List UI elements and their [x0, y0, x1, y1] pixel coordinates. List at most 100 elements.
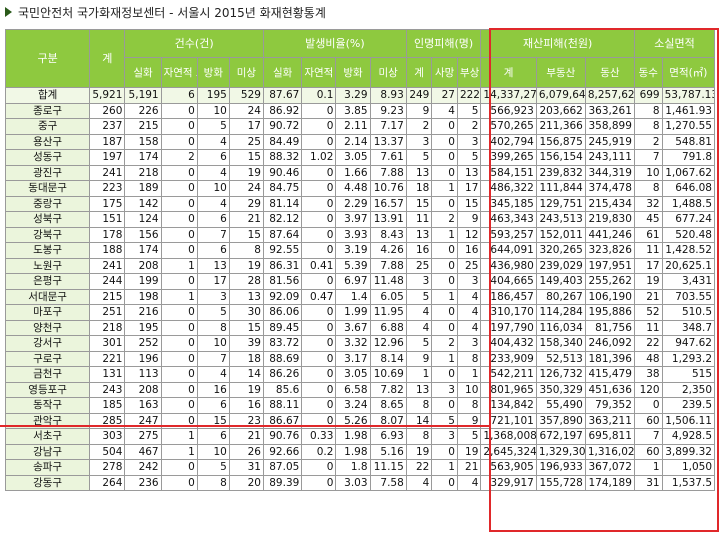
table-cell: 3.24	[335, 397, 371, 414]
table-cell: 3.19	[335, 242, 371, 259]
table-cell: 239,029	[535, 257, 586, 274]
table-cell: 8.65	[369, 397, 407, 414]
table-cell: 7.58	[369, 474, 407, 491]
table-cell: 252	[124, 335, 162, 352]
district-name: 용산구	[4, 133, 91, 150]
table-cell: 241	[89, 257, 126, 274]
table-cell: 2	[633, 133, 663, 150]
table-cell: 4	[196, 164, 230, 181]
table-cell: 134,842	[480, 397, 537, 414]
table-cell: 5	[405, 149, 433, 166]
table-cell: 1,329,303	[535, 443, 586, 460]
table-cell: 801,965	[480, 381, 537, 398]
table-cell: 1.98	[335, 428, 371, 445]
table-cell: 21	[456, 459, 482, 476]
table-cell: 11	[633, 319, 663, 336]
table-cell: 6	[160, 87, 198, 104]
table-cell: 45	[633, 211, 663, 228]
district-row: 서대문구 215 198 1 3 13 92.09 0.47 1.4 6.05 5 1 4 186,457…	[4, 288, 716, 305]
header-group-ratio: 발생비율(%)	[262, 29, 407, 58]
table-cell: 221	[89, 350, 126, 367]
table-cell: 1,488.5	[661, 195, 716, 212]
table-cell: 947.62	[661, 335, 716, 352]
table-cell: 0.1	[301, 87, 337, 104]
table-cell: 5,921	[89, 87, 126, 104]
table-cell: 223	[89, 180, 126, 197]
table-cell: 21	[633, 288, 663, 305]
table-cell: 2	[456, 118, 482, 135]
table-cell: 14	[405, 412, 433, 429]
table-cell: 195,886	[584, 304, 635, 321]
district-name: 중랑구	[4, 195, 91, 212]
district-name: 동대문구	[4, 180, 91, 197]
district-name: 서초구	[4, 428, 91, 445]
table-cell: 3	[405, 133, 433, 150]
table-cell: 721,101	[480, 412, 537, 429]
table-cell: 542,211	[480, 366, 537, 383]
table-cell: 81.56	[262, 273, 303, 290]
table-cell: 17	[456, 180, 482, 197]
table-cell: 520.48	[661, 226, 716, 243]
district-row: 금천구 131 113 0 4 14 86.26 0 3.05 10.69 1 0 1 542,211 12…	[4, 366, 716, 383]
district-row: 송파구 278 242 0 5 31 87.05 0 1.8 11.15 22 1 21 563,905 1…	[4, 459, 716, 476]
table-cell: 178	[89, 226, 126, 243]
table-cell: 4	[431, 102, 458, 119]
table-cell: 11.15	[369, 459, 407, 476]
table-cell: 363,211	[584, 412, 635, 429]
table-cell: 7.17	[369, 118, 407, 135]
table-cell: 8	[456, 397, 482, 414]
subheader-cell: 방화	[196, 57, 230, 88]
table-cell: 0	[431, 397, 458, 414]
table-cell: 3.05	[335, 366, 371, 383]
table-cell: 7.82	[369, 381, 407, 398]
table-cell: 10	[196, 180, 230, 197]
table-cell: 85.6	[262, 381, 303, 398]
table-cell: 26	[228, 443, 264, 460]
table-cell: 87.67	[262, 87, 303, 104]
subheader-cell: 미상	[228, 57, 264, 88]
table-cell: 0	[301, 397, 337, 414]
table-cell: 5,191	[124, 87, 162, 104]
table-cell: 2,350	[661, 381, 716, 398]
table-cell: 563,905	[480, 459, 537, 476]
table-cell: 88.11	[262, 397, 303, 414]
table-cell: 6.93	[369, 428, 407, 445]
table-cell: 19	[633, 273, 663, 290]
table-cell: 247	[124, 412, 162, 429]
table-cell: 124	[124, 211, 162, 228]
table-cell: 242	[124, 459, 162, 476]
table-cell: 13	[405, 381, 433, 398]
header-group-count: 건수(건)	[124, 29, 264, 58]
table-cell: 570,265	[480, 118, 537, 135]
table-cell: 21	[228, 428, 264, 445]
table-cell: 30	[228, 304, 264, 321]
district-name: 동작구	[4, 397, 91, 414]
table-cell: 399,265	[480, 149, 537, 166]
table-cell: 0	[301, 164, 337, 181]
table-cell: 255,262	[584, 273, 635, 290]
subheader-cell: 실화	[124, 57, 162, 88]
table-cell: 1,368,008	[480, 428, 537, 445]
table-cell: 0	[301, 381, 337, 398]
district-row: 강북구 178 156 0 7 15 87.64 0 3.93 8.43 13 1 12 593,257 1…	[4, 226, 716, 243]
table-cell: 1	[431, 180, 458, 197]
table-cell: 1.02	[301, 149, 337, 166]
district-name: 양천구	[4, 319, 91, 336]
table-cell: 29	[228, 195, 264, 212]
table-cell: 1,461.93	[661, 102, 716, 119]
table-cell: 19	[456, 443, 482, 460]
table-cell: 12	[456, 226, 482, 243]
table-cell: 0	[431, 242, 458, 259]
district-row: 영등포구 243 208 0 16 19 85.6 0 6.58 7.82 13 3 10 801,965…	[4, 381, 716, 398]
subheader-cell: 계	[405, 57, 433, 88]
table-cell: 402,794	[480, 133, 537, 150]
page-title-text: 국민안전처 국가화재정보센터 - 서울시 2015년 화재현황통계	[18, 5, 326, 20]
subheader-cell: 부동산	[535, 57, 586, 88]
district-row: 성동구 197 174 2 6 15 88.32 1.02 3.05 7.61 5 0 5 399,265…	[4, 149, 716, 166]
table-cell: 8.07	[369, 412, 407, 429]
table-cell: 0.2	[301, 443, 337, 460]
table-cell: 90.46	[262, 164, 303, 181]
table-cell: 6	[196, 149, 230, 166]
table-cell: 11	[633, 242, 663, 259]
table-cell: 0	[301, 211, 337, 228]
